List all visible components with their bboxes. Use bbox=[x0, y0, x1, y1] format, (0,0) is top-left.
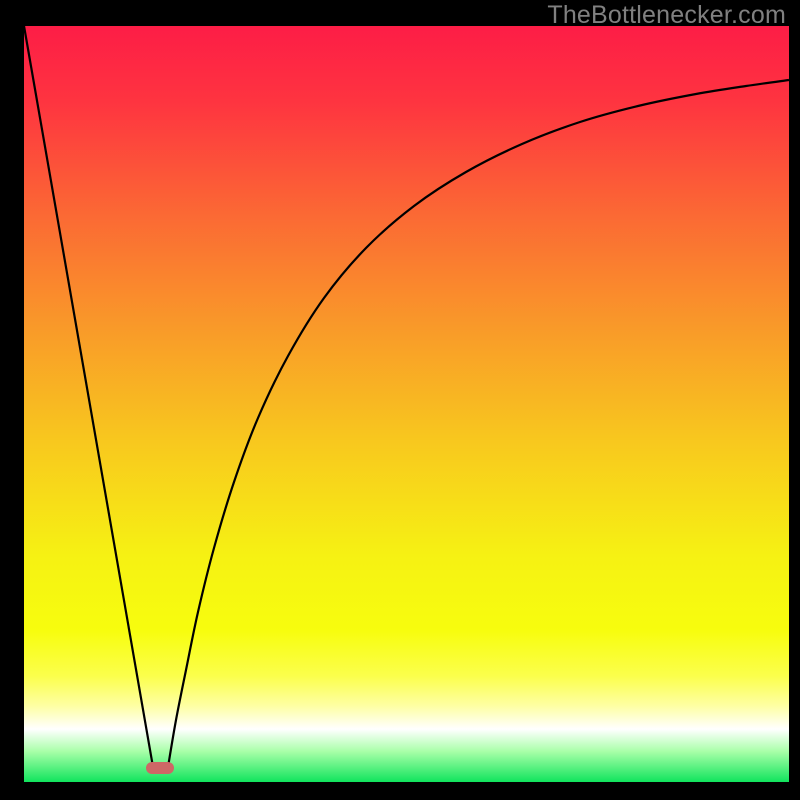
curve-left-segment bbox=[24, 26, 153, 767]
chart-container: TheBottlenecker.com bbox=[0, 0, 800, 800]
curve-right-segment bbox=[168, 80, 789, 767]
chart-overlay bbox=[0, 0, 800, 800]
minimum-marker bbox=[146, 762, 174, 774]
